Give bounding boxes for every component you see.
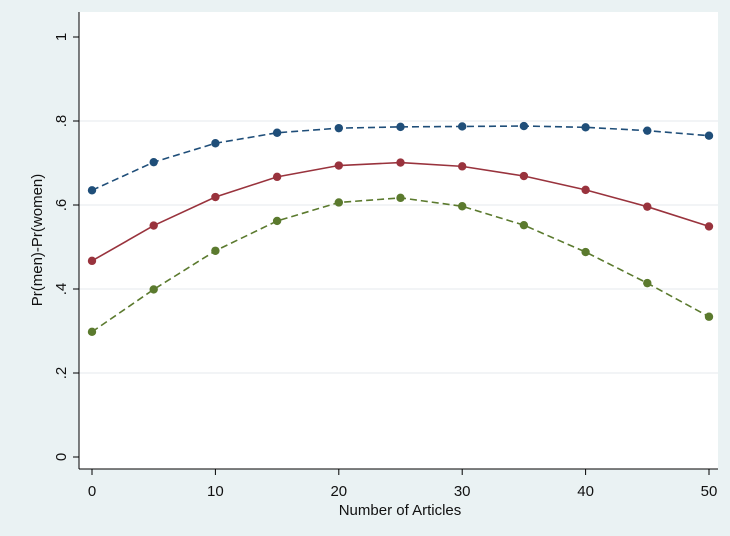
series-2-point [519, 171, 529, 181]
y-tick-label: 1 [53, 33, 70, 41]
x-tick-label: 20 [330, 483, 347, 500]
y-tick-label: .8 [53, 115, 70, 128]
series-2-point [458, 162, 467, 171]
series-3-point [211, 246, 220, 255]
series-2-point [581, 185, 590, 195]
series-2-point [704, 222, 714, 231]
series-3-point [581, 247, 590, 257]
series-1-point [149, 157, 158, 167]
x-tick-label: 10 [207, 483, 224, 500]
y-axis-title: Pr(men)-Pr(women) [29, 174, 46, 307]
series-layer [87, 121, 714, 337]
series-1-point [581, 123, 590, 132]
series-3-point [519, 220, 529, 230]
x-tick-label: 0 [88, 483, 96, 500]
series-1-point [704, 131, 714, 140]
x-tick-label: 50 [701, 483, 718, 500]
series-1-point [458, 122, 467, 131]
series-1-point [396, 122, 405, 132]
y-axis-ticks: 0 .2 .4 .6 .8 1 [53, 33, 79, 461]
series-2-point [272, 172, 282, 182]
x-tick-label: 40 [577, 483, 594, 500]
x-tick-label: 30 [454, 483, 471, 500]
y-tick-label: .6 [53, 199, 70, 212]
gridlines [79, 120, 718, 374]
y-tick-label: .2 [53, 367, 70, 380]
y-tick-label: .4 [53, 283, 70, 296]
series-1-point [211, 139, 220, 148]
series-1-point [272, 128, 282, 137]
series-2-point [396, 158, 405, 167]
series-1-point [519, 121, 529, 131]
series-2-point [87, 256, 97, 266]
series-3-point [396, 193, 405, 203]
series-3-point [149, 285, 158, 294]
series-1-point [643, 126, 652, 135]
series-2-point [149, 221, 158, 230]
series-1-point [87, 186, 97, 195]
series-2-point [334, 161, 343, 170]
series-1-point [334, 123, 343, 133]
series-2-point [643, 202, 652, 211]
x-axis-ticks: 0 10 20 30 40 50 [88, 469, 718, 500]
series-3-point [334, 198, 343, 207]
plot-area [79, 12, 718, 469]
y-tick-label: 0 [53, 453, 70, 461]
series-3-point [643, 278, 652, 288]
series-2-point [211, 192, 220, 202]
series-3-point [704, 312, 714, 321]
x-axis-title: Number of Articles [339, 502, 462, 519]
series-3-point [272, 216, 282, 226]
series-line-1 [91, 125, 710, 192]
series-3-point [87, 327, 97, 337]
series-3-point [458, 202, 467, 211]
